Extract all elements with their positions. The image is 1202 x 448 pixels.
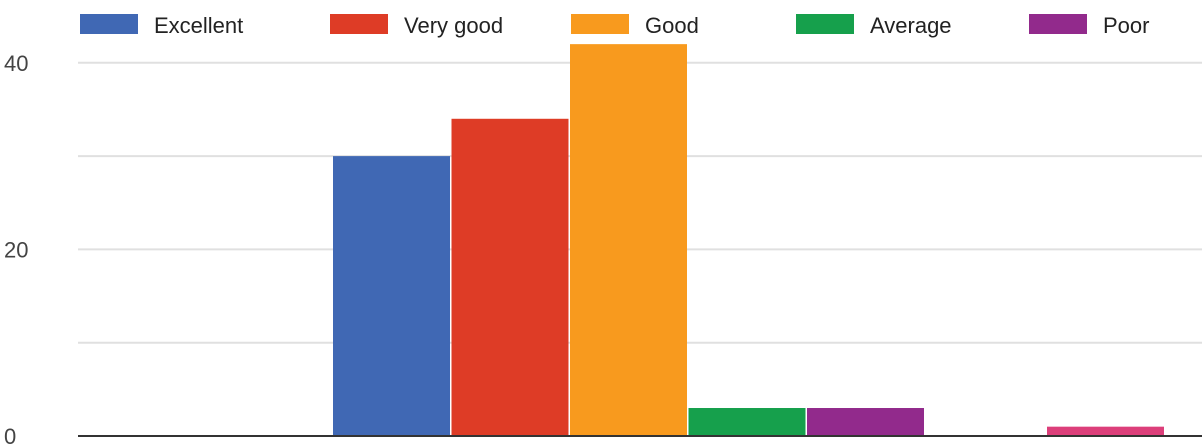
legend-swatch <box>571 14 629 34</box>
legend-label: Average <box>870 13 952 38</box>
y-tick-label: 0 <box>4 424 16 448</box>
legend-label: Good <box>645 13 699 38</box>
legend-swatch <box>80 14 138 34</box>
bars <box>333 44 1164 436</box>
bar-unlabeled <box>1047 426 1164 436</box>
bar-good <box>570 44 687 436</box>
legend-label: Excellent <box>154 13 243 38</box>
legend-swatch <box>330 14 388 34</box>
y-tick-label: 40 <box>4 51 28 76</box>
legend-label: Very good <box>404 13 503 38</box>
legend: Excellent Very good Good Average Poor <box>80 13 1149 38</box>
legend-label: Poor <box>1103 13 1149 38</box>
bar-very-good <box>451 118 569 436</box>
legend-swatch <box>796 14 854 34</box>
bar-average <box>688 408 806 436</box>
y-tick-label: 20 <box>4 237 28 262</box>
bar-excellent <box>333 156 450 436</box>
y-axis-ticks: 0 20 40 <box>4 51 28 448</box>
bar-poor <box>807 408 924 436</box>
legend-swatch <box>1029 14 1087 34</box>
